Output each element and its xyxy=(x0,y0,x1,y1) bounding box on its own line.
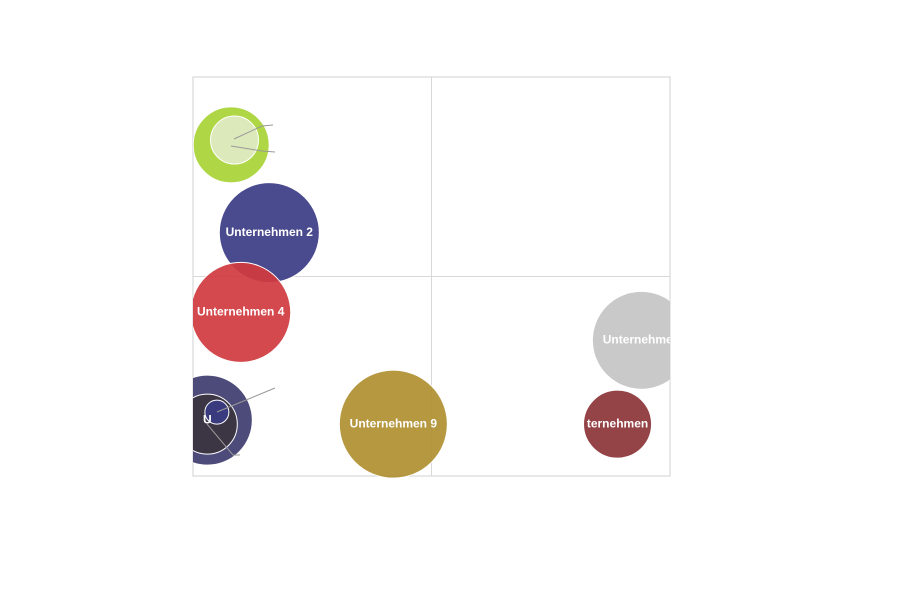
bubble-label: Unternehmen 9 xyxy=(350,416,438,430)
bubble xyxy=(209,115,259,165)
leader-lines xyxy=(206,124,276,456)
bubble-label: Unternehmen xyxy=(603,333,680,347)
bubble-label: Unternehmen 2 xyxy=(226,225,314,239)
bubble xyxy=(583,389,653,459)
bubble xyxy=(193,261,292,363)
bubble xyxy=(591,290,670,390)
bubble-label: U xyxy=(203,412,212,426)
bubble xyxy=(338,369,448,479)
bubble-label: ternehmen xyxy=(587,416,648,430)
bubble xyxy=(204,399,230,425)
bubble-label: Unternehmen 4 xyxy=(197,305,285,319)
